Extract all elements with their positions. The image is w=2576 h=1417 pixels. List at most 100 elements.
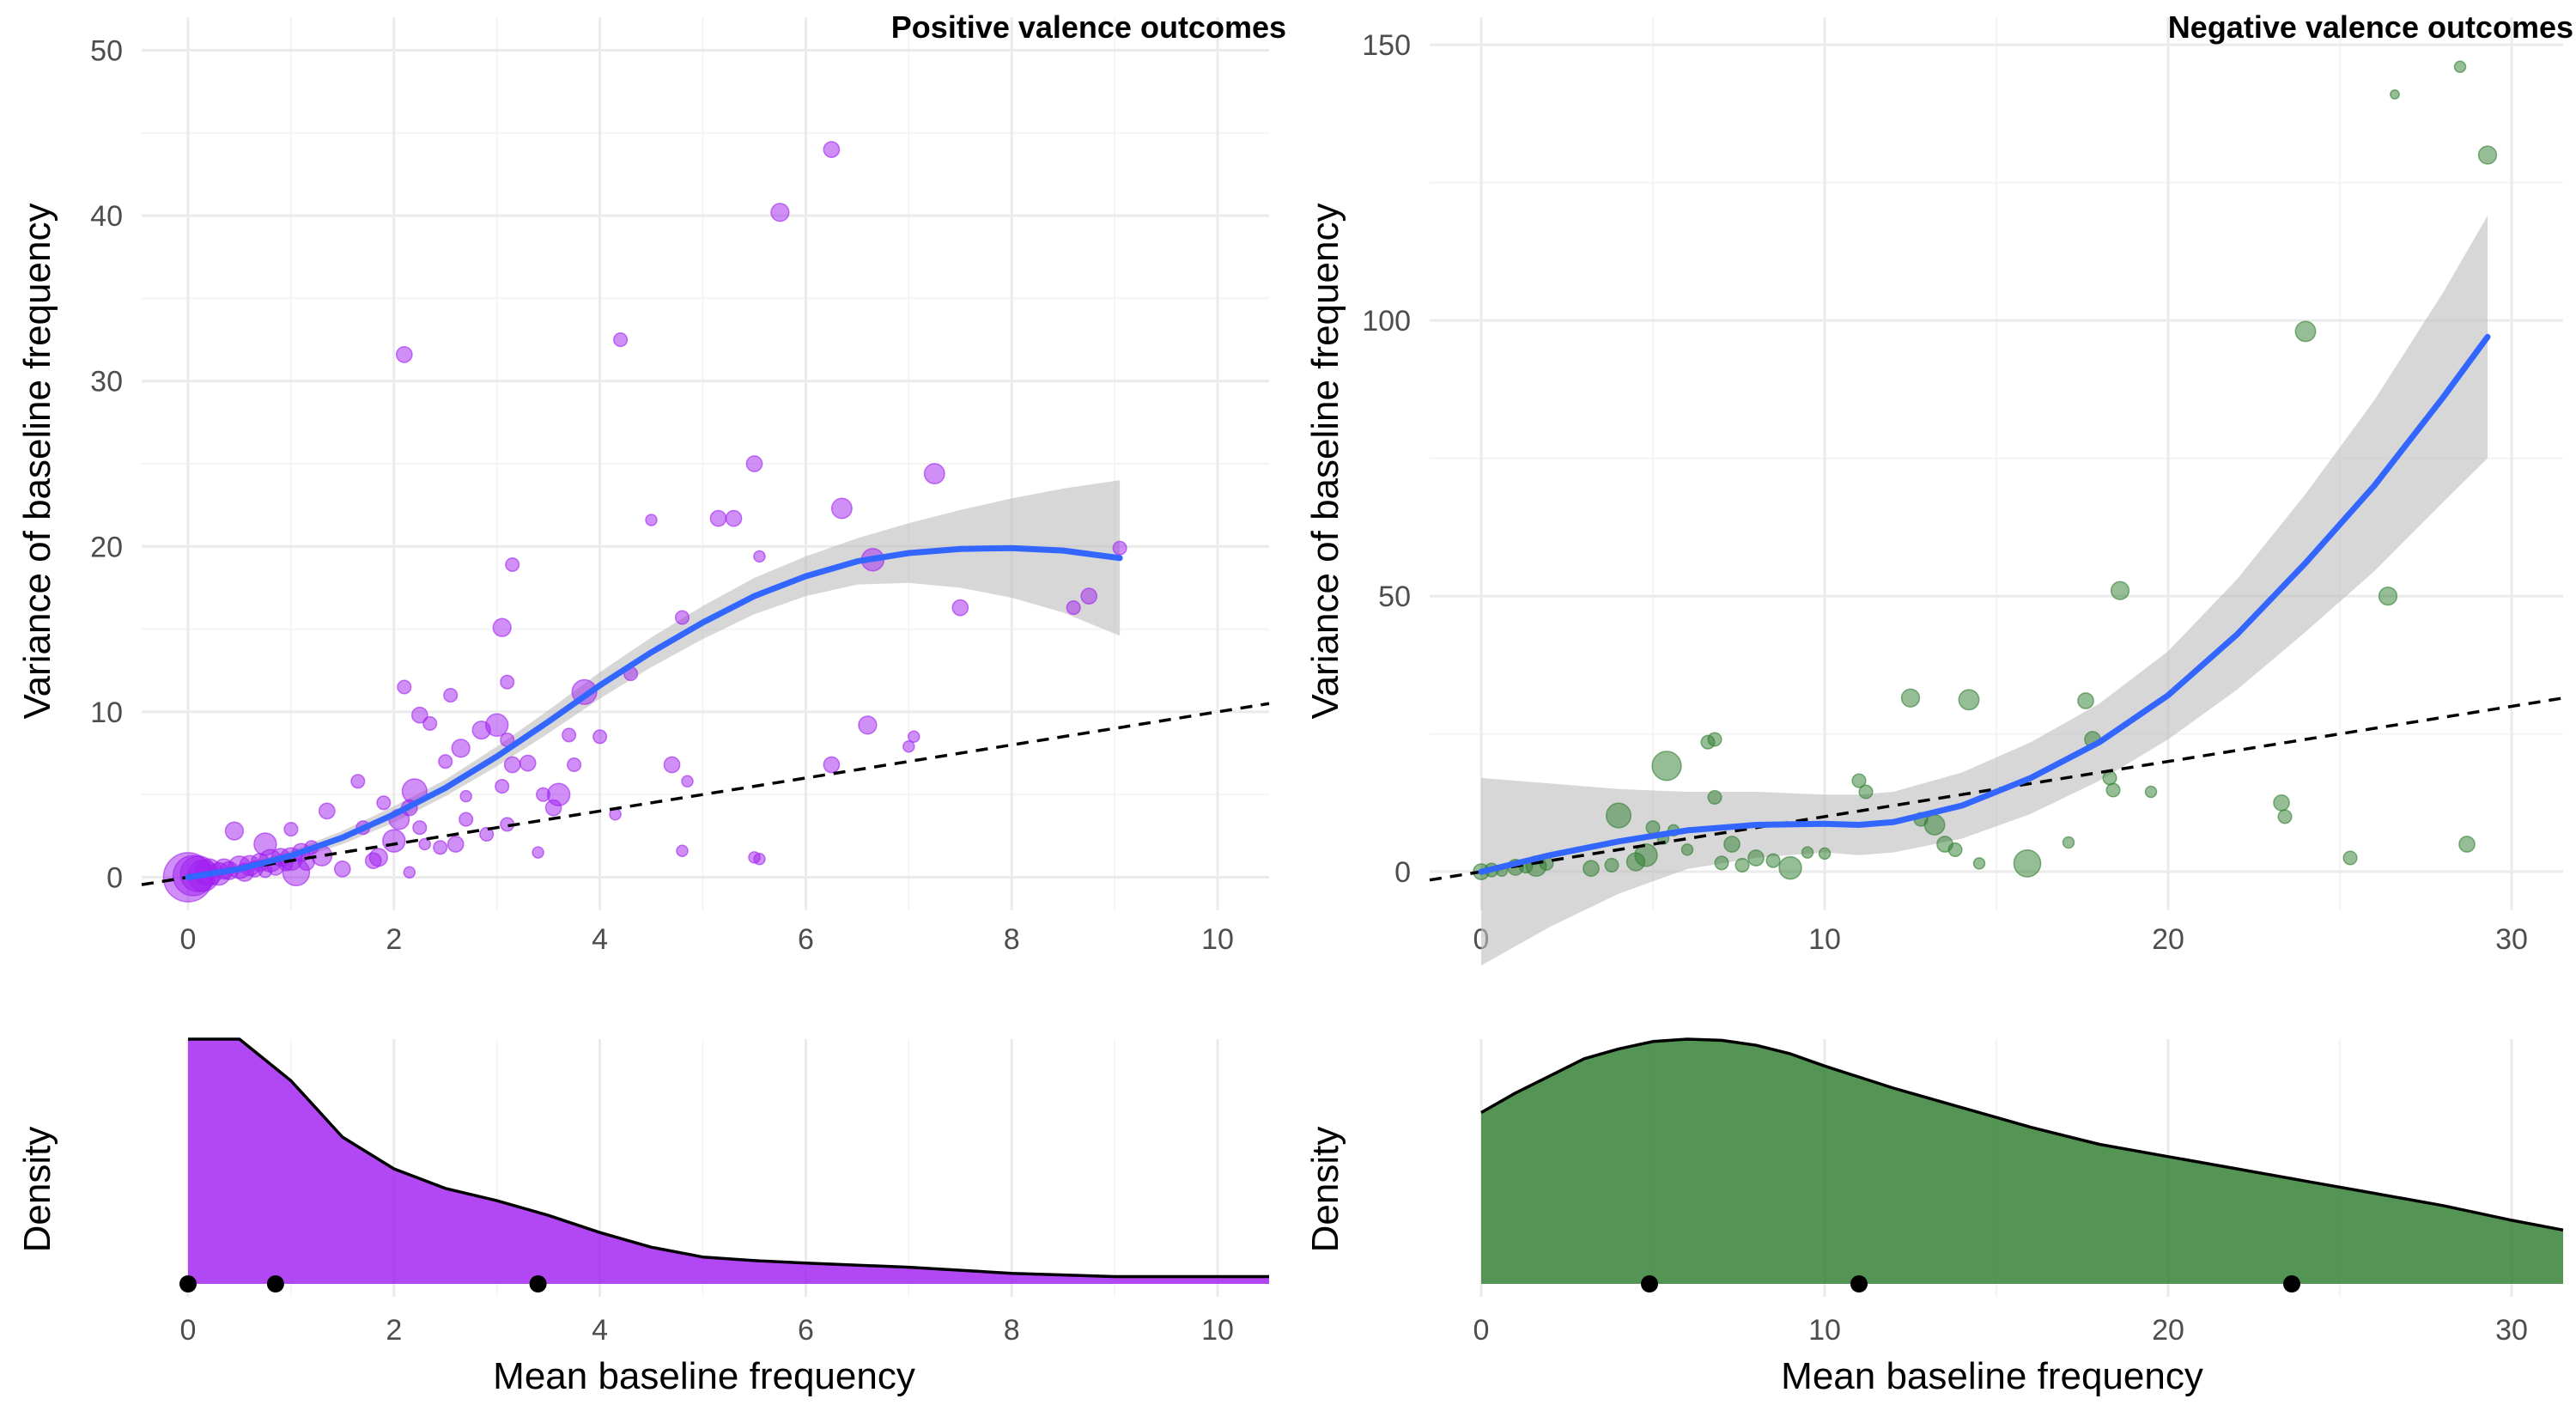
positive-x-tick-6: 6 [798, 923, 814, 956]
positive-data-point [519, 754, 537, 772]
positive-data-point [681, 775, 694, 788]
positive-data-point [447, 836, 465, 853]
negative-data-point [1735, 857, 1750, 873]
positive-data-point [823, 141, 841, 158]
positive-y-tick-50: 50 [90, 35, 123, 68]
negative-data-point [1858, 784, 1874, 800]
positive-data-point [830, 497, 853, 520]
negative-x-tick-10: 10 [1808, 923, 1841, 956]
positive-data-point [451, 739, 471, 758]
positive-data-point [562, 727, 577, 743]
negative-data-point [1723, 836, 1741, 853]
positive-data-point [674, 610, 690, 625]
positive-data-point [613, 332, 629, 348]
positive-data-point [395, 346, 413, 363]
positive-x-axis-label: Mean baseline frequency [493, 1355, 915, 1397]
positive-data-point [492, 617, 512, 637]
negative-x-tick-20: 20 [2152, 923, 2184, 956]
negative-data-point [2273, 794, 2290, 812]
positive-data-point [376, 795, 392, 811]
negative-smooth-line [1478, 333, 2491, 875]
negative-data-point [2294, 320, 2317, 343]
positive-density-density-outline [188, 1037, 1269, 1279]
positive-data-point [951, 599, 969, 617]
positive-x-tick-4: 4 [592, 923, 608, 956]
negative-y-axis-label: Variance of baseline frequency [1304, 204, 1346, 720]
positive-density-x-tick-2: 2 [386, 1314, 402, 1347]
negative-data-point [1651, 751, 1682, 781]
negative-y-tick-50: 50 [1378, 581, 1411, 613]
negative-density-x-tick-10: 10 [1808, 1314, 1841, 1347]
negative-data-point [1900, 688, 1921, 708]
negative-density-marker-point [2283, 1275, 2300, 1292]
positive-data-point [753, 550, 766, 563]
negative-data-point [2013, 849, 2042, 878]
positive-data-point [823, 756, 841, 774]
negative-data-point [2105, 782, 2121, 798]
positive-y-tick-30: 30 [90, 366, 123, 398]
negative-data-point [2378, 586, 2398, 606]
negative-confidence-band [1481, 216, 2488, 966]
negative-data-point [1707, 732, 1722, 747]
negative-data-point [2458, 836, 2476, 853]
positive-data-point [382, 829, 406, 853]
positive-data-point [253, 832, 277, 856]
positive-y-tick-0: 0 [106, 861, 123, 894]
positive-x-tick-2: 2 [386, 923, 402, 956]
positive-data-point [770, 203, 790, 222]
positive-data-point [368, 848, 388, 867]
positive-data-point [495, 779, 510, 794]
negative-data-point [2390, 88, 2400, 100]
negative-y-tick-150: 150 [1362, 29, 1411, 62]
negative-data-point [2477, 145, 2498, 165]
positive-data-point [725, 509, 743, 527]
positive-data-point [709, 509, 727, 527]
positive-x-tick-10: 10 [1201, 923, 1234, 956]
positive-density-x-tick-8: 8 [1004, 1314, 1020, 1347]
negative-density-density-area [1481, 1039, 2563, 1284]
negative-density-marker-point [1641, 1275, 1658, 1292]
positive-data-point [663, 756, 681, 774]
negative-data-point [1605, 802, 1632, 829]
negative-x-axis-label: Mean baseline frequency [1781, 1355, 2203, 1397]
negative-data-point [1958, 689, 1980, 711]
positive-data-point [459, 812, 474, 827]
positive-density-marker-point [179, 1275, 197, 1292]
positive-data-point [923, 463, 945, 485]
positive-data-point [902, 740, 915, 753]
positive-density-x-tick-0: 0 [179, 1314, 196, 1347]
positive-scatter-panel: 0 2 4 6 8 10 0 10 20 30 40 50 [90, 17, 1270, 956]
positive-data-point [645, 514, 658, 526]
negative-density-x-tick-20: 20 [2152, 1314, 2184, 1347]
negative-data-point [2102, 770, 2117, 786]
negative-data-point [2342, 850, 2358, 866]
positive-data-point [908, 730, 920, 744]
negative-y-tick-100: 100 [1362, 305, 1411, 338]
negative-y-tick-0: 0 [1394, 856, 1411, 889]
negative-data-point [1765, 853, 1781, 868]
positive-data-point [532, 846, 544, 859]
positive-y-tick-10: 10 [90, 696, 123, 729]
positive-data-point [592, 729, 608, 745]
positive-data-point [500, 674, 515, 690]
positive-data-point [418, 837, 431, 851]
positive-data-point [438, 754, 453, 769]
positive-data-point [350, 774, 366, 789]
positive-data-point [503, 756, 521, 774]
positive-data-point [479, 826, 495, 842]
positive-density-x-tick-10: 10 [1201, 1314, 1234, 1347]
negative-data-point [1778, 855, 1802, 880]
negative-data-point [1634, 843, 1658, 867]
negative-data-point [1714, 855, 1729, 871]
positive-data-point [546, 782, 571, 806]
positive-density-marker-point [529, 1275, 547, 1292]
negative-panel-title: Negative valence outcomes [2168, 9, 2573, 45]
positive-data-point [567, 757, 582, 773]
negative-data-point [1707, 789, 1722, 805]
positive-smooth-line [185, 544, 1123, 880]
negative-density-x-tick-30: 30 [2495, 1314, 2528, 1347]
negative-data-point [1747, 849, 1765, 867]
negative-data-point [1923, 814, 1946, 836]
